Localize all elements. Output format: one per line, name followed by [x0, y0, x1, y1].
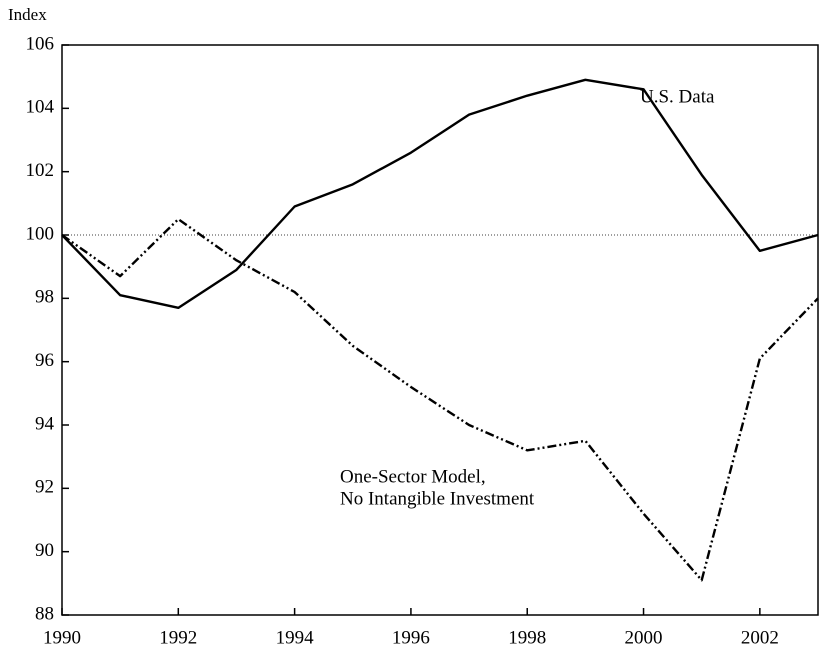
y-tick-label: 106: [26, 33, 55, 54]
x-tick-label: 2000: [625, 627, 663, 648]
plot-frame: [61, 44, 819, 616]
y-axis-label: Index: [8, 5, 47, 24]
x-tick-label: 1998: [508, 627, 546, 648]
data-line: [61, 217, 819, 582]
y-tick-label: 94: [35, 413, 55, 434]
y-tick-label: 104: [26, 97, 55, 118]
series-label: No Intangible Investment: [340, 488, 535, 509]
y-tick-label: 96: [35, 350, 54, 371]
x-tick-label: 1992: [159, 627, 197, 648]
x-tick-label: 1990: [43, 627, 81, 648]
y-tick-label: 90: [35, 540, 54, 561]
data-line: [61, 78, 819, 310]
y-tick-label: 88: [35, 603, 54, 624]
x-tick-label: 1994: [276, 627, 315, 648]
series-label: One-Sector Model,: [340, 466, 486, 487]
x-tick-label: 2002: [741, 627, 779, 648]
x-tick-label: 1996: [392, 627, 430, 648]
y-tick-label: 102: [26, 160, 55, 181]
series-label: U.S. Data: [640, 86, 715, 107]
y-tick-label: 92: [35, 477, 54, 498]
y-tick-label: 98: [35, 287, 54, 308]
y-tick-label: 100: [26, 223, 55, 244]
